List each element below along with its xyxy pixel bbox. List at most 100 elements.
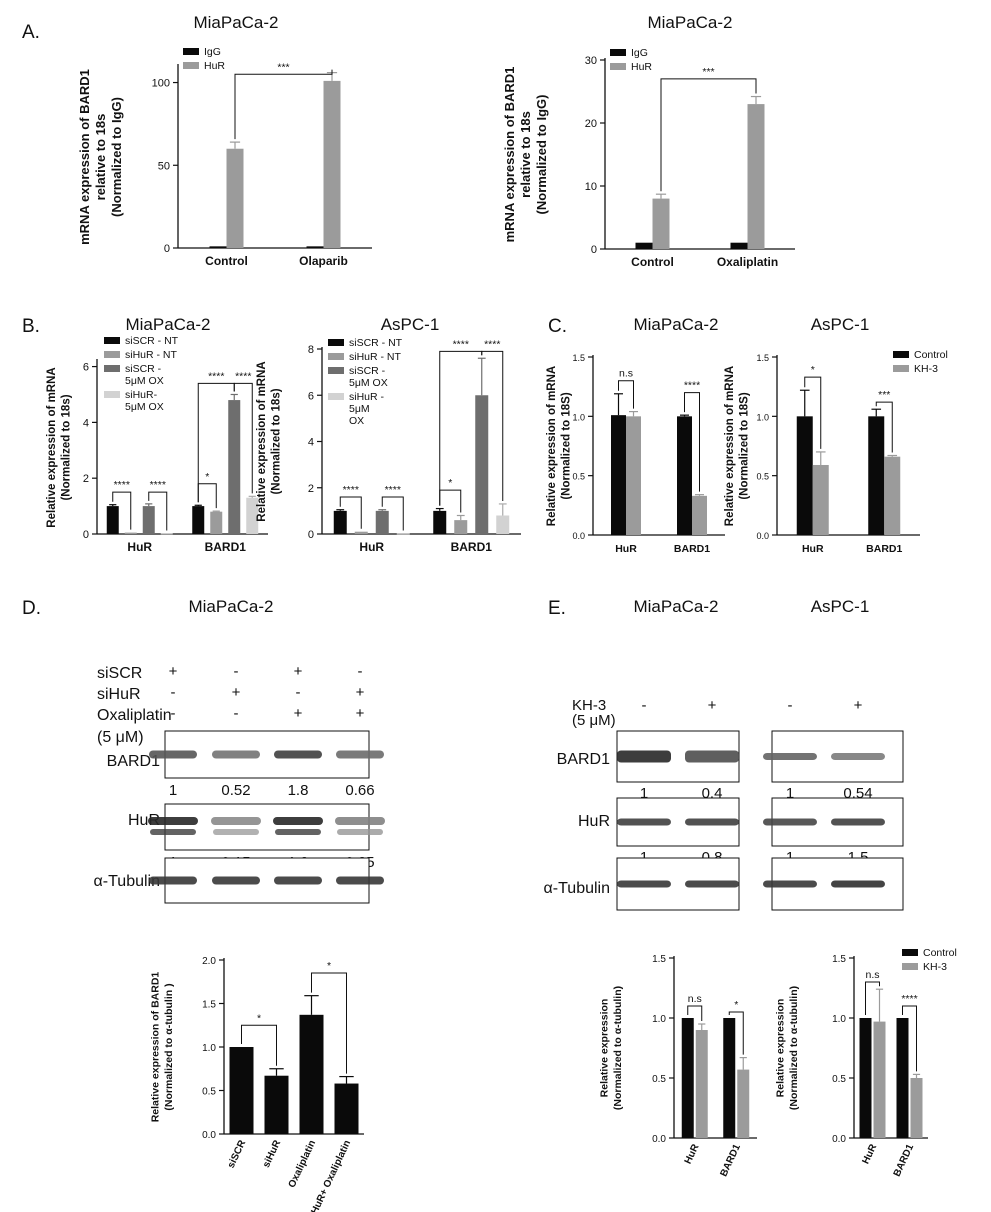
panel-label-d: D. bbox=[22, 598, 41, 619]
blot-e-band bbox=[763, 753, 817, 760]
chart-a2-bar bbox=[635, 242, 653, 249]
blot-e-title: MiaPaCa-2 bbox=[633, 597, 718, 616]
blot-e-band bbox=[617, 880, 671, 888]
panel-label-b: B. bbox=[22, 316, 40, 337]
chart-d1-category-label: siSCR bbox=[226, 1138, 249, 1170]
chart-b1-legend-line: siHuR - NT bbox=[125, 349, 178, 361]
chart-d1-significance-label: * bbox=[327, 960, 331, 972]
blot-e-title: AsPC-1 bbox=[811, 597, 870, 616]
chart-a2-legend-swatch bbox=[610, 49, 626, 56]
blot-d-condition-mark: + bbox=[169, 663, 178, 680]
chart-b1-ytick-label: 0 bbox=[83, 529, 89, 541]
chart-a2-bar bbox=[652, 198, 670, 249]
blot-d-band bbox=[336, 876, 384, 885]
chart-b2-ytick-label: 8 bbox=[308, 344, 314, 356]
chart-e2-ytick-label: 1.0 bbox=[832, 1014, 846, 1025]
chart-a1-legend-label: IgG bbox=[204, 46, 221, 58]
chart-e2-significance-bracket bbox=[865, 981, 880, 1015]
blot-d-band bbox=[273, 817, 323, 825]
chart-a1-bar bbox=[323, 80, 341, 249]
chart-c1-bar bbox=[611, 415, 626, 535]
chart-a1-ytick-label: 0 bbox=[164, 243, 170, 255]
blot-d-band-label: BARD1 bbox=[107, 753, 160, 770]
chart-e2-ytick-label: 0.5 bbox=[832, 1074, 846, 1085]
blot-d-condition-mark: - bbox=[234, 663, 239, 680]
chart-e2-legend-label: KH-3 bbox=[923, 961, 947, 973]
chart-c1-ylabel-line: (Normalized to 18S) bbox=[560, 392, 572, 500]
chart-a2-ytick-label: 0 bbox=[591, 244, 597, 256]
chart-e2-legend-line: KH-3 bbox=[923, 961, 947, 973]
chart-b1-ytick-label: 2 bbox=[83, 473, 89, 485]
blot-d-band bbox=[274, 750, 322, 759]
chart-a1-ylabel: mRNA expression of BARD1relative to 18s(… bbox=[77, 69, 124, 245]
chart-d1-category-label: siHuR bbox=[261, 1138, 284, 1170]
chart-b1-legend-line: siSCR - NT bbox=[125, 335, 179, 347]
chart-c-aspc: AsPC-1 0.0 0.5 1.0 1.5 Relative expression of… bbox=[724, 315, 948, 555]
chart-b2-ylabel: Relative expression of mRNA (Normalized t… bbox=[256, 361, 283, 521]
blot-d-condition-mark: - bbox=[358, 663, 363, 680]
chart-c1-bar bbox=[692, 495, 707, 535]
blot-e-condition-mark: + bbox=[854, 697, 863, 714]
chart-a2-ylabel-line: mRNA expression of BARD1 bbox=[502, 67, 517, 243]
chart-a2-ylabel: mRNA expression of BARD1relative to 18s(… bbox=[502, 67, 549, 243]
chart-c2-significance-label: * bbox=[811, 364, 815, 376]
chart-d1-ylabel-line: Relative expression of BARD1 bbox=[149, 972, 161, 1123]
chart-b-aspc: AsPC-1 0 2 4 6 8 Relative expression of mRNA (N… bbox=[256, 315, 521, 554]
chart-e2-bar bbox=[910, 1078, 923, 1138]
chart-a1-legend-line: IgG bbox=[204, 46, 221, 58]
chart-b2-significance-bracket bbox=[481, 350, 504, 501]
chart-b2-legend-label: siSCR -5μM OX bbox=[349, 365, 388, 389]
chart-a1-bar bbox=[226, 148, 244, 248]
chart-c2-legend-swatch bbox=[893, 365, 909, 372]
chart-a1-ylabel-line: (Normalized to IgG) bbox=[109, 97, 124, 217]
chart-d1-ylabel: Relative expression of BARD1 (Normalized … bbox=[149, 972, 175, 1123]
chart-d1-significance-bracket bbox=[241, 1024, 277, 1066]
chart-d1-bar bbox=[229, 1047, 254, 1134]
chart-a2-ytick-label: 10 bbox=[585, 181, 597, 193]
chart-a2-category-label: Oxaliplatin bbox=[717, 255, 778, 269]
chart-e2-significance-label: n.s bbox=[865, 969, 879, 981]
chart-b2-significance-label: * bbox=[448, 477, 452, 489]
blot-d-condition-mark: - bbox=[296, 684, 301, 701]
chart-b1-bar bbox=[246, 497, 259, 534]
chart-b2-ytick-label: 4 bbox=[308, 437, 314, 449]
chart-b1-bar bbox=[192, 506, 205, 534]
chart-e2-ylabel-line: Relative expression bbox=[774, 999, 786, 1098]
chart-d1-significance-bracket bbox=[311, 972, 347, 1074]
chart-b1-significance-bracket bbox=[233, 382, 253, 494]
chart-a1-ylabel-line: relative to 18s bbox=[93, 114, 108, 201]
chart-b2-bar bbox=[496, 515, 510, 534]
chart-b2-significance-label: **** bbox=[484, 338, 500, 350]
chart-b2-bar bbox=[433, 510, 447, 534]
chart-b-miapaca: MiaPaCa-2 0 2 4 6 Relative expression of mRNA… bbox=[46, 315, 268, 554]
chart-c2-legend-line: KH-3 bbox=[914, 363, 938, 375]
chart-b2-ylabel-line: Relative expression of mRNA bbox=[256, 361, 268, 521]
chart-b2-ylabel-line: (Normalized to 18s) bbox=[270, 388, 282, 494]
blot-d-membrane bbox=[164, 803, 370, 851]
chart-b1-legend-line: siSCR - bbox=[125, 363, 162, 375]
chart-e1-significance-label: n.s bbox=[688, 993, 702, 1005]
blot-e-band bbox=[831, 880, 885, 888]
chart-d1-ytick-label: 1.5 bbox=[202, 1000, 216, 1011]
chart-c1-ytick-label: 1.5 bbox=[572, 353, 585, 363]
chart-e1-ylabel: Relative expression (Normalized to α-tubu… bbox=[598, 986, 624, 1110]
chart-b2-bar bbox=[396, 533, 410, 535]
chart-c1-significance-bracket bbox=[684, 392, 700, 492]
chart-b2-ytick-label: 2 bbox=[308, 483, 314, 495]
chart-b2-legend-swatch bbox=[328, 339, 344, 346]
chart-e1-significance-label: * bbox=[734, 999, 738, 1011]
chart-b2-bar bbox=[454, 520, 468, 534]
chart-e1-bar bbox=[723, 1018, 736, 1138]
chart-a2-legend-label: HuR bbox=[631, 61, 652, 73]
chart-e2-legend-label: Control bbox=[923, 947, 957, 959]
chart-a1-significance-label: *** bbox=[277, 61, 289, 73]
blot-e-band bbox=[763, 880, 817, 888]
blot-d-band bbox=[275, 829, 321, 835]
chart-b1-legend-label: siHuR - NT bbox=[125, 349, 178, 361]
chart-c2-significance-bracket bbox=[875, 401, 893, 453]
chart-b1-legend-label: siSCR - NT bbox=[125, 335, 179, 347]
chart-b2-legend-line: siSCR - NT bbox=[349, 337, 403, 349]
chart-b1-ytick-label: 6 bbox=[83, 362, 89, 374]
blot-e-condition-mark: - bbox=[788, 697, 793, 714]
chart-b2-significance-bracket bbox=[339, 496, 362, 529]
